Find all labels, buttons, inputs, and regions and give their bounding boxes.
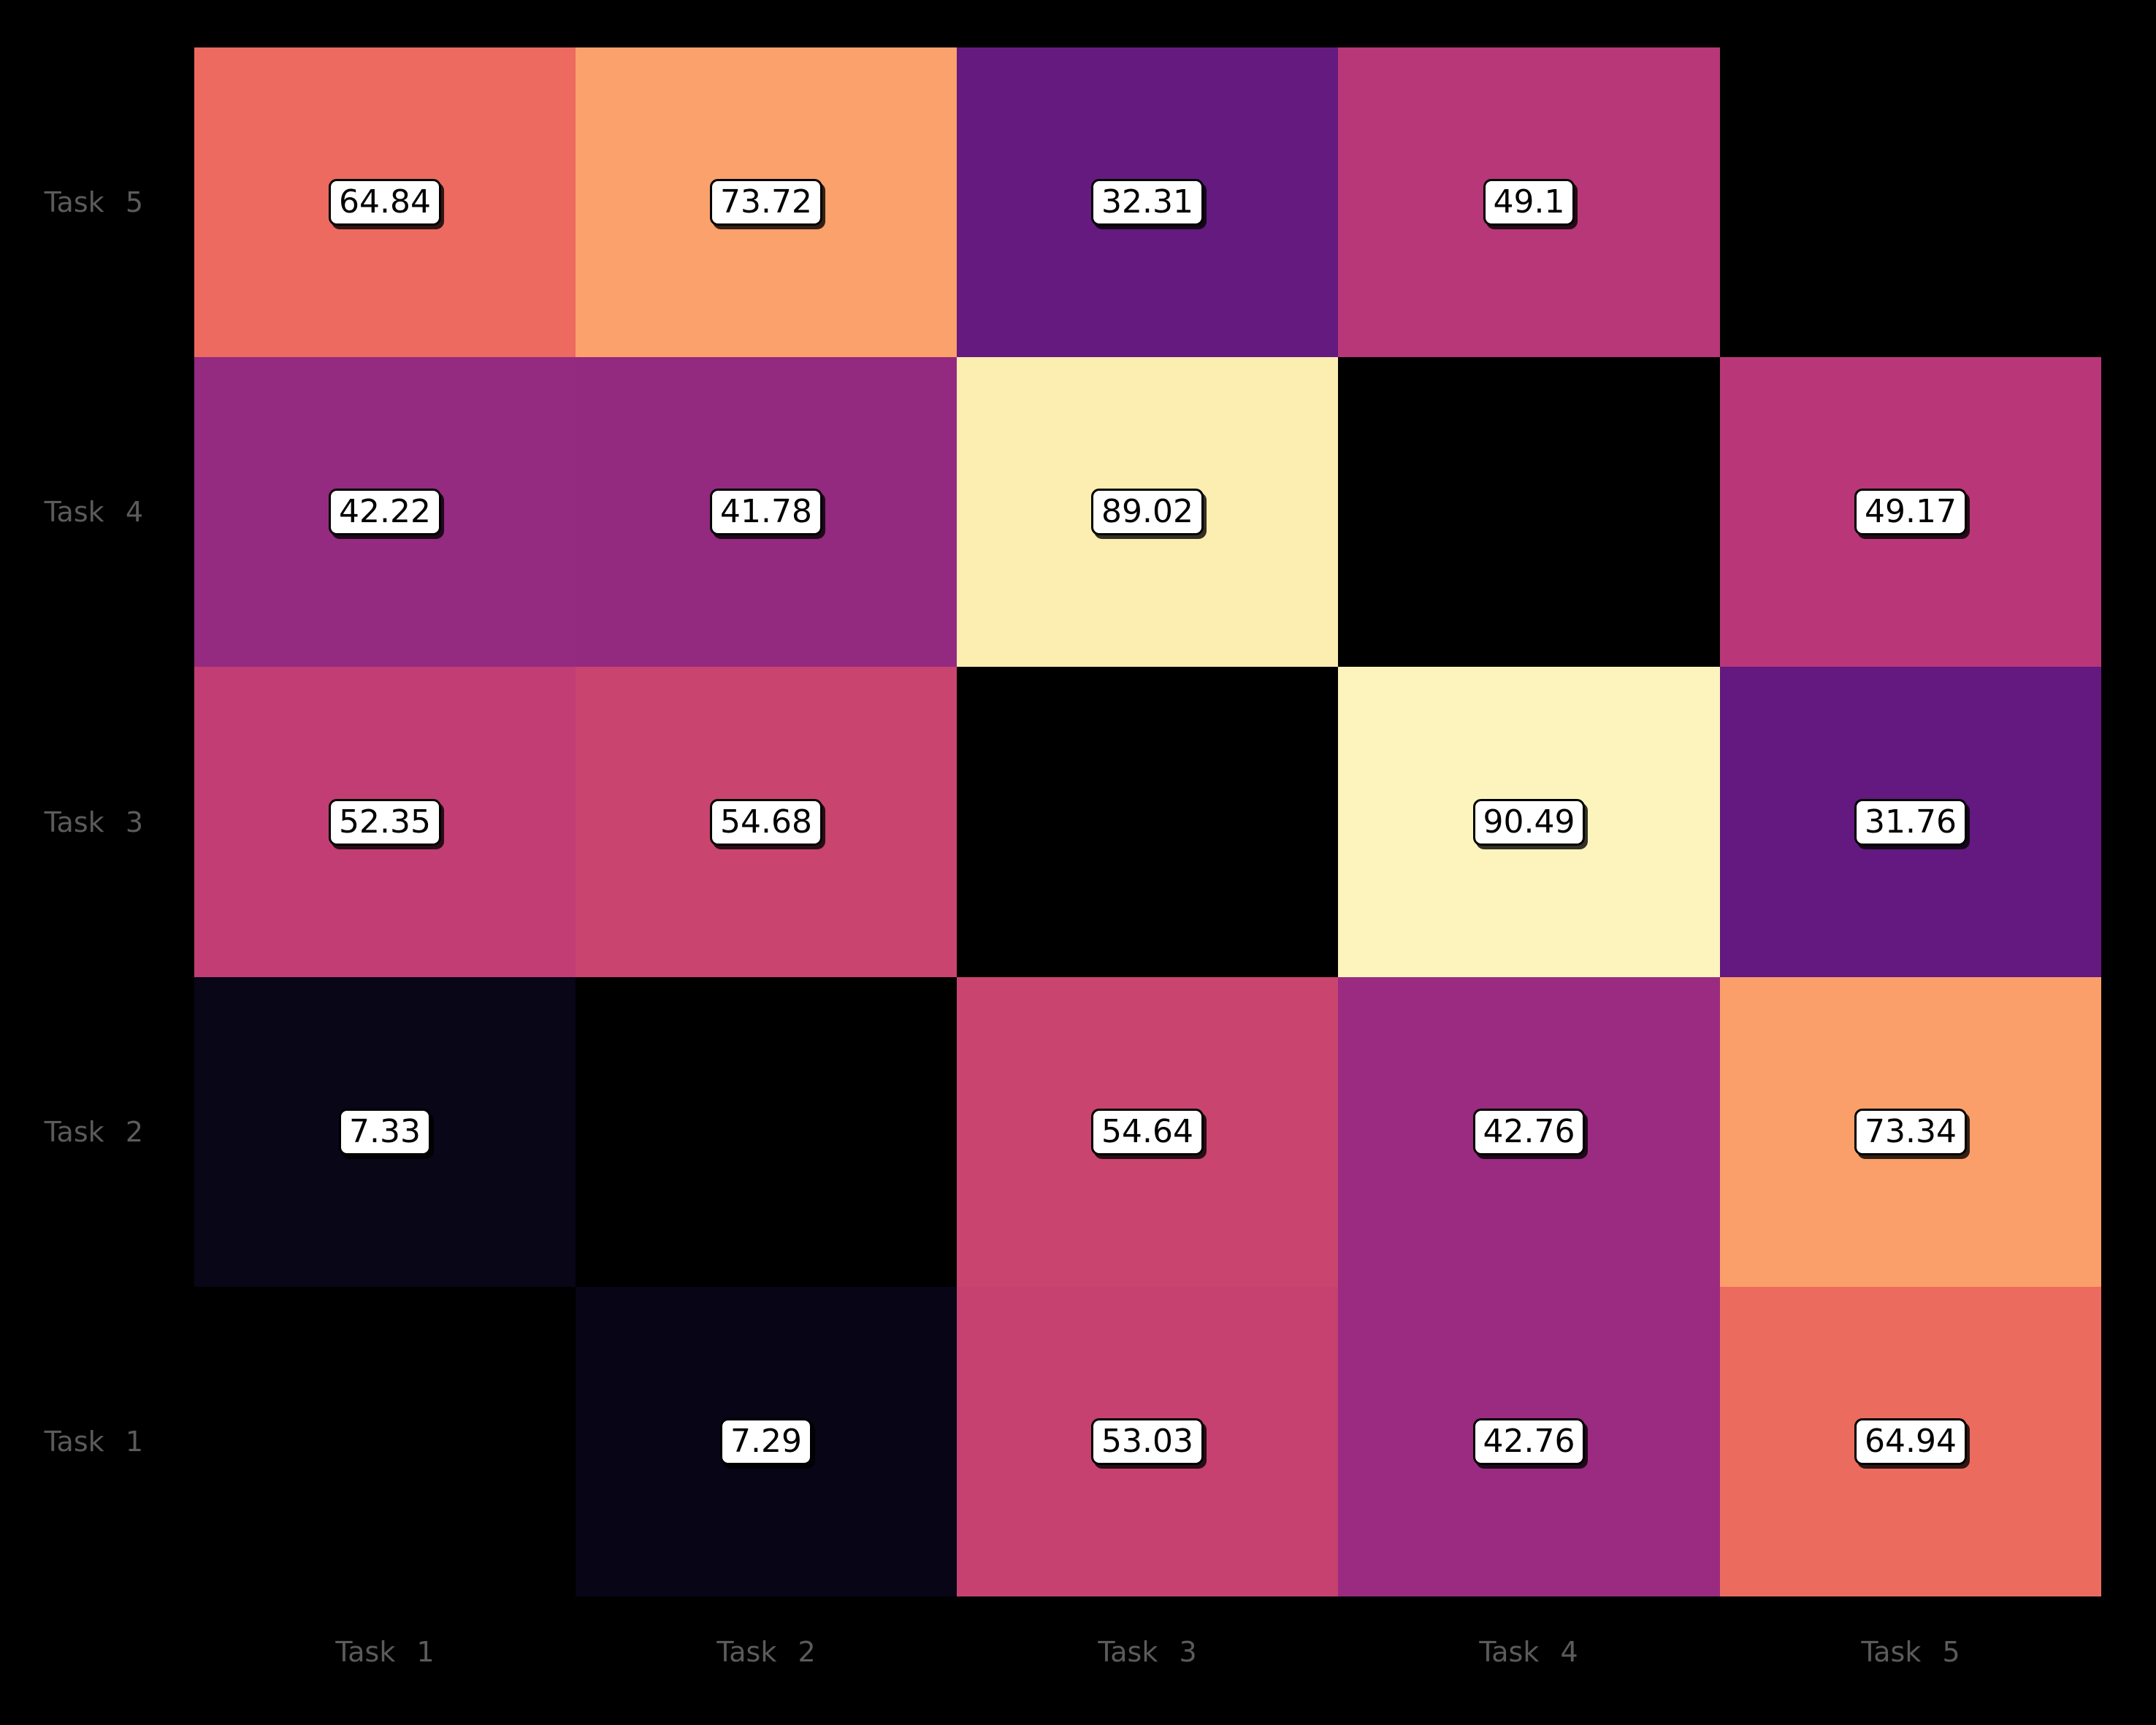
cell-value-label: 89.02 xyxy=(1091,489,1204,535)
y-tick-label: Task 5 xyxy=(44,186,143,218)
cell-value-label: 49.1 xyxy=(1483,179,1575,226)
heatmap-cell: 89.02 xyxy=(957,357,1338,667)
cell-value-label: 32.31 xyxy=(1091,179,1204,226)
cell-value-label: 54.64 xyxy=(1091,1109,1204,1155)
cell-value-label: 73.72 xyxy=(710,179,822,226)
heatmap-cell: 53.03 xyxy=(957,1287,1338,1596)
cell-value-label: 52.35 xyxy=(329,798,441,846)
heatmap-cell: 7.33 xyxy=(194,977,576,1287)
heatmap-cell: 31.76 xyxy=(1720,667,2101,977)
cell-value-label: 54.68 xyxy=(710,798,822,846)
heatmap-cell: 64.84 xyxy=(194,47,576,357)
cell-value-label: 64.84 xyxy=(329,179,441,226)
heatmap-cell: 41.78 xyxy=(576,357,957,667)
heatmap-cell: 32.31 xyxy=(957,47,1338,357)
cell-value-label: 53.03 xyxy=(1091,1418,1204,1465)
heatmap-cell: 42.22 xyxy=(194,357,576,667)
heatmap-cell: 54.64 xyxy=(957,977,1338,1287)
cell-value-label: 42.22 xyxy=(329,489,441,535)
cell-value-label: 90.49 xyxy=(1472,798,1586,846)
y-tick-label: Task 1 xyxy=(44,1426,143,1458)
heatmap-cell: 73.34 xyxy=(1720,977,2101,1287)
x-tick-label: Task 4 xyxy=(1479,1636,1578,1668)
x-tick-label: Task 3 xyxy=(1098,1636,1197,1668)
x-tick-label: Task 5 xyxy=(1861,1636,1960,1668)
cell-value-label: 49.17 xyxy=(1854,489,1967,535)
heatmap-cell: 54.68 xyxy=(576,667,957,977)
heatmap-cell: 42.76 xyxy=(1338,977,1720,1287)
x-tick-label: Task 1 xyxy=(335,1636,435,1668)
heatmap-cell: 64.94 xyxy=(1720,1287,2101,1596)
cell-value-label: 64.94 xyxy=(1854,1418,1967,1465)
heatmap-cell: 49.17 xyxy=(1720,357,2101,667)
heatmap-cell: 7.29 xyxy=(576,1287,957,1596)
y-tick-label: Task 3 xyxy=(44,806,143,838)
cell-value-label: 7.29 xyxy=(720,1418,812,1465)
heatmap-cell: 73.72 xyxy=(576,47,957,357)
y-tick-label: Task 2 xyxy=(44,1116,143,1148)
cell-value-label: 7.33 xyxy=(339,1109,431,1155)
cell-value-label: 42.76 xyxy=(1472,1109,1586,1155)
heatmap-cell: 52.35 xyxy=(194,667,576,977)
cell-value-label: 42.76 xyxy=(1472,1418,1586,1465)
cell-value-label: 31.76 xyxy=(1854,798,1967,846)
cell-value-label: 73.34 xyxy=(1854,1109,1967,1155)
cell-value-label: 41.78 xyxy=(710,489,822,535)
x-tick-label: Task 2 xyxy=(716,1636,816,1668)
heatmap-cell: 90.49 xyxy=(1338,667,1720,977)
y-tick-label: Task 4 xyxy=(44,496,143,528)
heatmap-cell: 49.1 xyxy=(1338,47,1720,357)
heatmap-cell: 42.76 xyxy=(1338,1287,1720,1596)
